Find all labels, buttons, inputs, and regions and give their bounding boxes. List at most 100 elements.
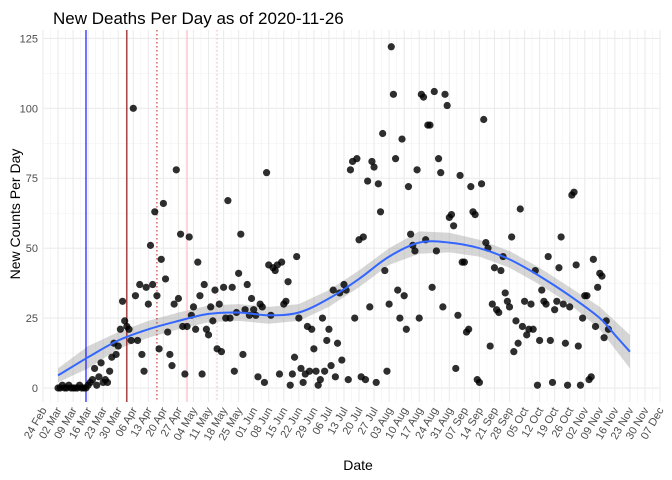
data-point	[505, 303, 514, 311]
data-point	[520, 297, 529, 305]
data-point	[217, 348, 226, 356]
data-point	[589, 255, 597, 263]
data-point	[215, 300, 223, 308]
data-point	[133, 336, 142, 345]
data-point	[450, 222, 458, 230]
y-tick-label: 50	[26, 243, 38, 255]
data-point	[275, 370, 284, 378]
data-point	[456, 171, 464, 180]
data-point	[587, 373, 595, 381]
data-point	[598, 272, 606, 280]
data-point	[411, 247, 419, 255]
data-point	[90, 364, 99, 373]
data-point	[439, 303, 447, 311]
data-point	[518, 322, 527, 331]
data-point	[149, 280, 157, 289]
data-point	[557, 233, 565, 241]
data-point	[247, 294, 256, 303]
data-point	[490, 264, 499, 272]
data-point	[159, 199, 167, 208]
data-point	[396, 314, 404, 322]
data-point	[278, 258, 286, 266]
data-point	[594, 283, 602, 291]
data-point	[432, 247, 441, 255]
data-point	[383, 367, 391, 375]
data-point	[226, 314, 234, 322]
data-point	[503, 297, 511, 305]
data-point	[538, 286, 546, 294]
data-point	[368, 157, 376, 166]
data-point	[447, 211, 456, 219]
data-point	[361, 376, 370, 384]
data-point	[467, 183, 475, 191]
data-point	[555, 264, 563, 272]
data-point	[407, 230, 415, 238]
data-point	[297, 364, 305, 373]
data-point	[211, 286, 219, 294]
data-point	[219, 283, 228, 291]
data-point	[495, 308, 503, 317]
data-point	[340, 280, 348, 289]
data-point	[437, 169, 445, 177]
data-point	[546, 336, 554, 345]
data-point	[488, 300, 496, 308]
data-point	[391, 155, 400, 163]
data-point	[250, 306, 258, 314]
data-point	[553, 297, 561, 305]
data-point	[434, 155, 443, 163]
data-point	[166, 350, 174, 359]
data-point	[295, 314, 303, 322]
data-point	[441, 90, 449, 98]
data-point	[97, 359, 105, 367]
y-tick-label: 75	[26, 173, 38, 185]
data-point	[112, 350, 120, 359]
data-point	[333, 339, 342, 347]
data-point	[308, 325, 316, 333]
data-point	[533, 381, 542, 389]
data-point	[385, 300, 393, 308]
data-point	[140, 367, 148, 375]
data-point	[443, 101, 451, 110]
data-point	[93, 381, 101, 389]
data-point	[404, 183, 413, 191]
data-point	[454, 311, 462, 319]
data-point	[394, 286, 402, 294]
data-point	[314, 381, 322, 389]
data-point	[224, 197, 232, 205]
data-point	[138, 350, 146, 359]
data-point	[604, 325, 613, 333]
data-point	[419, 93, 428, 101]
data-point	[118, 297, 127, 305]
data-point	[144, 300, 152, 308]
data-point	[161, 275, 170, 283]
data-point	[591, 322, 600, 331]
data-point	[185, 233, 193, 241]
data-point	[415, 314, 423, 322]
data-point	[374, 180, 382, 188]
data-point	[583, 292, 591, 300]
data-point	[379, 129, 387, 138]
data-point	[88, 376, 97, 384]
data-point	[243, 280, 251, 289]
data-point	[428, 283, 436, 291]
data-points	[54, 43, 613, 392]
data-point	[465, 325, 473, 333]
data-point	[288, 370, 296, 378]
data-point	[327, 362, 335, 370]
data-point	[570, 188, 578, 196]
data-point	[501, 289, 509, 297]
data-point	[230, 367, 238, 375]
data-point	[95, 373, 103, 381]
data-point	[153, 292, 161, 300]
data-point	[574, 342, 582, 350]
data-point	[157, 255, 165, 263]
data-point	[389, 90, 398, 98]
data-point	[189, 303, 198, 311]
data-point	[527, 300, 535, 308]
y-tick-label: 25	[26, 313, 38, 325]
data-point	[508, 233, 516, 241]
data-point	[364, 177, 372, 185]
data-point	[366, 303, 374, 311]
